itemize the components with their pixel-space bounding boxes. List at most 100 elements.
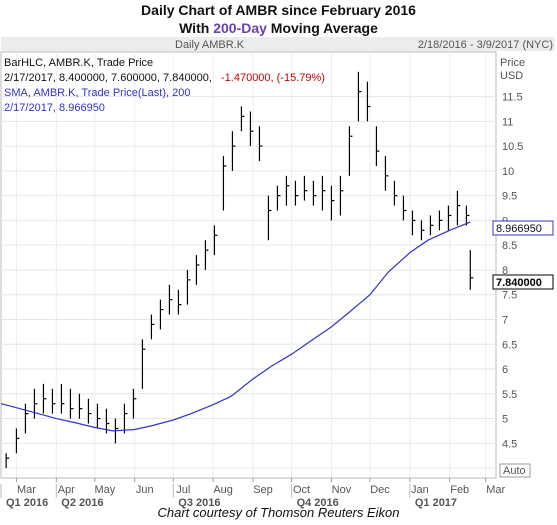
chart-title-line2: With 200-Day Moving Average bbox=[0, 20, 557, 36]
price-bar bbox=[469, 250, 474, 290]
price-bar bbox=[375, 126, 380, 166]
quarter-label: Q1 2017 bbox=[415, 497, 457, 509]
auto-scale-button[interactable]: Auto bbox=[499, 463, 531, 478]
chart-header-bar bbox=[1, 37, 555, 51]
price-bar bbox=[15, 428, 20, 454]
x-tick-label: Nov bbox=[332, 484, 352, 496]
price-bar bbox=[159, 299, 164, 330]
title-prefix: With bbox=[179, 20, 214, 36]
price-bar bbox=[465, 205, 470, 226]
price-bar bbox=[222, 156, 227, 211]
close-value-text: 7.840000 bbox=[496, 277, 542, 289]
title-suffix: Moving Average bbox=[266, 20, 378, 36]
price-bar bbox=[303, 175, 308, 201]
y-tick-label: 11 bbox=[502, 116, 513, 128]
price-bar bbox=[411, 210, 416, 236]
y-tick-label: 10.5 bbox=[502, 141, 523, 153]
x-tick-label: Apr bbox=[58, 484, 75, 496]
x-tick-label: Dec bbox=[370, 484, 390, 496]
price-bar bbox=[402, 195, 407, 221]
y-tick-label: 10 bbox=[502, 166, 514, 178]
price-bar bbox=[33, 388, 38, 419]
x-tick-label: Feb bbox=[450, 484, 469, 496]
price-bar bbox=[213, 225, 218, 256]
price-bar bbox=[393, 180, 398, 206]
y-tick-label: 8 bbox=[502, 265, 508, 277]
price-bar bbox=[285, 175, 290, 206]
chart-credit: Chart courtesy of Thomson Reuters Eikon bbox=[157, 505, 400, 520]
price-bar bbox=[447, 205, 452, 231]
close-value-badge: 7.840000 bbox=[492, 274, 554, 290]
legend-bar-series: BarHLC, AMBR.K, Trade Price bbox=[4, 57, 153, 69]
price-bar bbox=[456, 190, 461, 226]
price-bar bbox=[177, 289, 182, 315]
price-bars bbox=[5, 71, 474, 469]
price-bar bbox=[87, 398, 92, 424]
price-bar bbox=[249, 111, 254, 147]
price-bar bbox=[69, 388, 74, 419]
price-bar bbox=[429, 215, 434, 236]
price-bar bbox=[24, 403, 29, 434]
y-tick-label: 9.5 bbox=[502, 191, 517, 203]
grid-lines bbox=[1, 52, 496, 478]
price-bar bbox=[258, 126, 263, 161]
x-tick-label: Jan bbox=[411, 484, 429, 496]
price-bar bbox=[357, 71, 362, 122]
y-tick-label: 5.5 bbox=[502, 389, 517, 401]
quarter-label: Q3 2016 bbox=[178, 497, 220, 509]
sma-200-line bbox=[0, 221, 471, 432]
price-bar bbox=[195, 255, 200, 285]
x-tick-label: Mar bbox=[17, 484, 36, 496]
price-bar bbox=[384, 156, 389, 191]
quarter-label: Q1 2016 bbox=[6, 497, 48, 509]
chart-title-line1: Daily Chart of AMBR since February 2016 bbox=[141, 2, 416, 18]
price-bar bbox=[60, 383, 65, 414]
price-bar bbox=[438, 210, 443, 231]
price-bar bbox=[5, 453, 10, 469]
x-tick-label: Sep bbox=[253, 484, 273, 496]
y-tick-label: 5 bbox=[502, 414, 508, 426]
quarter-label: Q4 2016 bbox=[297, 497, 339, 509]
legend-bar-values: 2/17/2017, 8.400000, 7.600000, 7.840000, bbox=[4, 72, 212, 84]
sma-value-badge: 8.966950 bbox=[492, 220, 554, 236]
y-tick-label: 6 bbox=[502, 364, 508, 376]
price-bar bbox=[42, 383, 47, 414]
price-bar bbox=[240, 106, 245, 132]
price-bar bbox=[231, 131, 236, 171]
price-bar bbox=[150, 314, 155, 340]
price-bar bbox=[123, 403, 128, 434]
y-tick-label: 4.5 bbox=[502, 438, 517, 450]
sma-value-text: 8.966950 bbox=[496, 223, 542, 235]
price-bar bbox=[168, 284, 173, 315]
price-bar bbox=[204, 240, 209, 270]
plot-area[interactable] bbox=[0, 51, 497, 479]
currency-axis-label: USD bbox=[500, 70, 523, 82]
legend-sma-values: 2/17/2017, 8.966950 bbox=[4, 102, 105, 114]
y-tick-label: 8.5 bbox=[502, 240, 517, 252]
x-tick-label: Aug bbox=[213, 484, 233, 496]
auto-label: Auto bbox=[503, 465, 526, 477]
price-bar bbox=[132, 388, 137, 419]
price-bar bbox=[348, 126, 353, 176]
y-tick-label: 11.5 bbox=[502, 92, 523, 104]
date-range: 2/18/2016 - 3/9/2017 (NYC) bbox=[418, 39, 553, 51]
price-bar bbox=[366, 81, 371, 122]
price-bar bbox=[294, 180, 299, 206]
y-tick-label: 7.5 bbox=[502, 290, 517, 302]
price-bar bbox=[96, 403, 101, 429]
price-axis-label: Price bbox=[500, 57, 525, 69]
price-bar bbox=[339, 175, 344, 216]
x-tick-label: Jun bbox=[136, 484, 154, 496]
price-bar bbox=[186, 269, 191, 305]
price-bar bbox=[330, 185, 335, 221]
chart-name: Daily AMBR.K bbox=[175, 39, 245, 51]
price-bar bbox=[420, 220, 425, 241]
title-accent: 200-Day bbox=[213, 20, 267, 36]
price-bar bbox=[321, 175, 326, 211]
quarter-label: Q2 2016 bbox=[61, 497, 103, 509]
legend-sma-series: SMA, AMBR.K, Trade Price(Last), 200 bbox=[4, 87, 190, 99]
price-bar bbox=[51, 388, 56, 414]
legend-bar-change: -1.470000, (-15.79%) bbox=[221, 72, 325, 84]
x-tick-label: Mar bbox=[486, 484, 505, 496]
